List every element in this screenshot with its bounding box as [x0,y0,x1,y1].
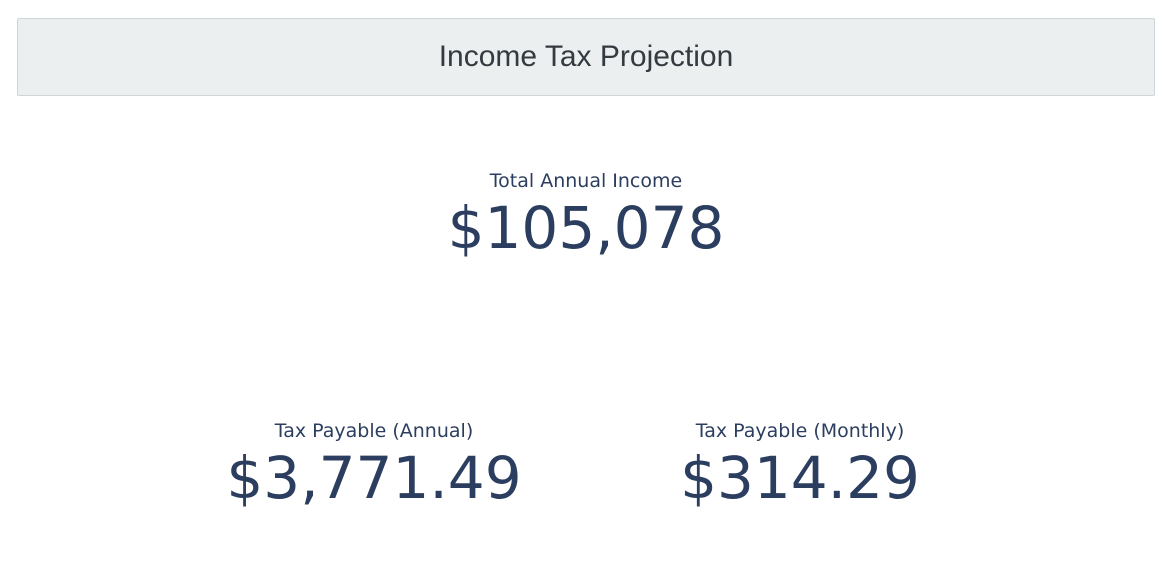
tax-annual-metric: Tax Payable (Annual) $3,771.49 [174,419,574,511]
total-income-label: Total Annual Income [489,170,683,192]
page-header: Income Tax Projection [17,18,1155,96]
page-title: Income Tax Projection [438,40,734,73]
tax-monthly-label: Tax Payable (Monthly) [695,420,905,442]
tax-monthly-value: $314.29 [680,444,920,512]
tax-annual-label: Tax Payable (Annual) [274,420,474,442]
total-income-metric: Total Annual Income $105,078 [386,169,786,261]
total-income-value: $105,078 [447,194,725,262]
tax-annual-value: $3,771.49 [226,444,522,512]
tax-monthly-metric: Tax Payable (Monthly) $314.29 [600,419,1000,511]
